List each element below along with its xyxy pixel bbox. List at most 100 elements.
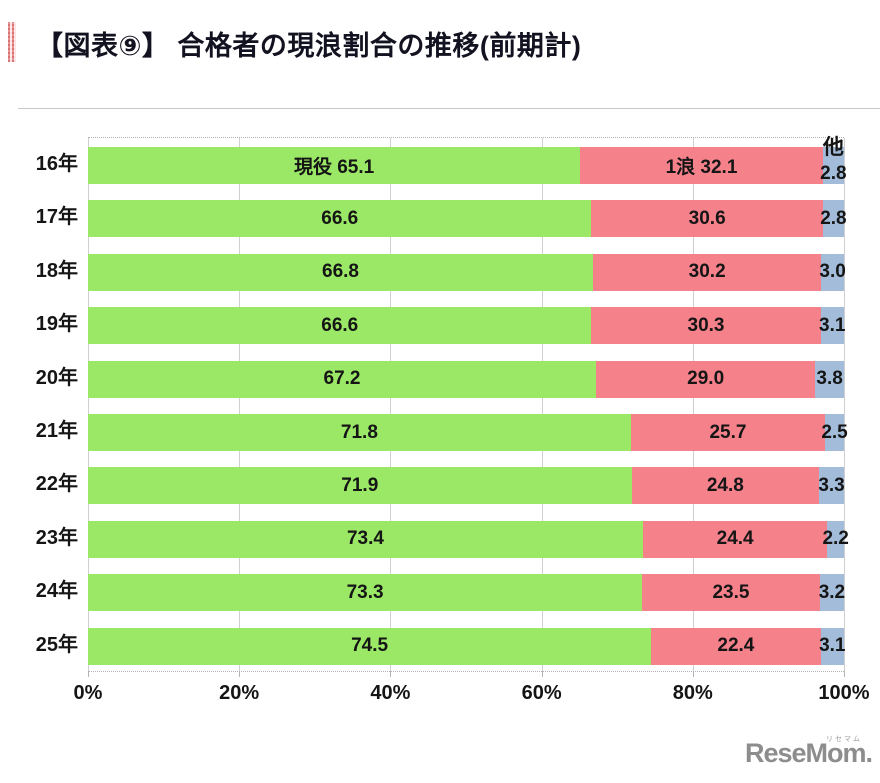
red-dotted-accent — [8, 22, 16, 62]
bar-row: 73.4 24.4 2.2 — [88, 520, 849, 558]
segment-value: 74.5 — [351, 635, 389, 657]
bar-segment-ronin: 29.0 — [596, 360, 816, 398]
year-label: 19年 — [35, 313, 78, 336]
bar-segment-other: 他 2.8 — [820, 136, 847, 184]
gridline — [541, 138, 543, 671]
segment-value: 71.9 — [341, 474, 379, 496]
gridline — [692, 138, 694, 671]
year-label: 18年 — [35, 259, 78, 282]
plot-area: 現役 65.1 1浪 32.1 他 2.8 66.6 30.6 2.8 66.8 30.2 3.0… — [88, 136, 849, 672]
bar-segment-current: 66.6 — [88, 200, 592, 238]
bar-segment-ronin: 1浪 32.1 — [580, 147, 823, 184]
segment-value: 66.8 — [322, 261, 359, 283]
segment-value: 3.2 — [818, 581, 846, 603]
year-label: 16年 — [35, 153, 78, 175]
segment-value: 29.0 — [687, 368, 725, 390]
segment-value: 24.8 — [706, 474, 744, 496]
segment-value: 22.4 — [717, 635, 755, 657]
bar-row: 66.6 30.6 2.8 — [88, 200, 847, 238]
bar-segment-ronin: 30.6 — [591, 200, 823, 238]
axis-tick — [844, 671, 845, 677]
other-series-name: 他 — [822, 136, 844, 159]
segment-value: 30.3 — [687, 314, 725, 336]
logo-ruby-text: リセマム — [826, 736, 862, 743]
segment-value: 2.2 — [822, 528, 849, 550]
segment-value: 67.2 — [323, 368, 361, 390]
year-label: 20年 — [35, 366, 78, 389]
bar-segment-other: 3.3 — [818, 467, 845, 505]
segment-value: 30.6 — [688, 207, 726, 229]
x-axis-label: 60% — [521, 682, 562, 704]
bar-segment-current: 74.5 — [88, 627, 652, 665]
resemom-logo: リセマム ReseMom. — [744, 736, 873, 769]
bar-segment-other: 3.1 — [819, 307, 846, 345]
year-label: 17年 — [35, 206, 78, 229]
x-axis-label: 100% — [818, 682, 870, 704]
bar-segment-other: 3.2 — [818, 574, 846, 612]
x-axis-ticks — [88, 670, 845, 677]
bar-segment-other: 3.8 — [815, 360, 844, 398]
bar-segment-current: 71.8 — [88, 414, 631, 451]
segment-value: 3.8 — [816, 368, 843, 390]
bar-row: 現役 65.1 1浪 32.1 他 2.8 — [88, 136, 847, 184]
segment-value: 66.6 — [321, 207, 359, 229]
x-axis-label: 20% — [219, 682, 260, 704]
gridline — [844, 138, 845, 671]
x-axis-label: 40% — [370, 682, 411, 704]
segment-value: 24.4 — [716, 528, 754, 550]
axis-tick — [541, 671, 543, 677]
segment-value: 23.5 — [712, 581, 750, 603]
axis-tick — [239, 671, 241, 677]
bar-segment-current: 73.3 — [88, 574, 643, 612]
year-label: 23年 — [35, 526, 78, 549]
bar-segment-current: 66.8 — [88, 253, 593, 291]
bar-row: 73.3 23.5 3.2 — [88, 574, 846, 612]
bar-segment-ronin: 30.3 — [591, 307, 821, 345]
bar-segment-ronin: 23.5 — [642, 574, 820, 612]
bar-segment-current: 現役 65.1 — [88, 147, 581, 184]
segment-value: 73.4 — [346, 528, 384, 550]
x-axis-label: 0% — [73, 682, 103, 704]
segment-value: 3.1 — [819, 635, 846, 657]
x-axis-label: 80% — [672, 682, 713, 704]
bar-row: 71.9 24.8 3.3 — [88, 467, 845, 505]
axis-tick — [692, 671, 694, 677]
bar-segment-other: 3.0 — [819, 253, 846, 291]
bar-segment-ronin: 25.7 — [630, 414, 826, 451]
bar-row: 67.2 29.0 3.8 — [88, 360, 844, 398]
bar-segment-other: 2.2 — [822, 520, 849, 558]
stacked-bar-chart: 現役 65.1 1浪 32.1 他 2.8 66.6 30.6 2.8 66.8 30.2 3.0… — [0, 136, 880, 737]
bar-segment-ronin: 24.8 — [631, 467, 820, 505]
gridline — [390, 138, 392, 671]
year-label: 22年 — [35, 473, 78, 496]
bar-row: 71.8 25.7 2.5 — [88, 414, 848, 451]
page-title: 【図表⑨】 合格者の現浪割合の推移(前期計) — [36, 31, 582, 61]
segment-value: 25.7 — [709, 421, 747, 443]
other-segment-label: 他 2.8 — [820, 135, 846, 187]
gridline — [239, 138, 241, 671]
segment-value: 71.8 — [340, 421, 378, 443]
bar-segment-other: 3.1 — [819, 627, 846, 665]
bar-row: 74.5 22.4 3.1 — [88, 627, 846, 665]
bar-segment-ronin: 30.2 — [593, 253, 822, 291]
logo-text: ReseMom. — [744, 738, 873, 768]
bar-segment-current: 73.4 — [88, 520, 643, 558]
bar-segment-ronin: 24.4 — [642, 520, 828, 558]
other-segment-value: 2.8 — [820, 163, 847, 184]
segment-value: 2.5 — [821, 421, 848, 443]
axis-tick — [390, 671, 392, 677]
header-divider — [18, 108, 880, 109]
bar-segment-other: 2.5 — [821, 414, 848, 451]
segment-value: 3.1 — [819, 314, 846, 336]
bar-segment-other: 2.8 — [820, 200, 847, 238]
segment-value: 66.6 — [321, 314, 359, 336]
gridline — [88, 138, 89, 671]
axis-tick — [88, 671, 89, 677]
x-axis-labels: 0% 20% 40% 60% 80% 100% — [74, 682, 870, 708]
segment-value: 2.8 — [820, 207, 847, 229]
segment-value: 30.2 — [688, 261, 726, 283]
bar-segment-ronin: 22.4 — [651, 627, 821, 665]
bar-row: 66.8 30.2 3.0 — [88, 253, 846, 291]
bar-segment-current: 66.6 — [88, 307, 592, 345]
bar-row: 66.6 30.3 3.1 — [88, 307, 846, 345]
